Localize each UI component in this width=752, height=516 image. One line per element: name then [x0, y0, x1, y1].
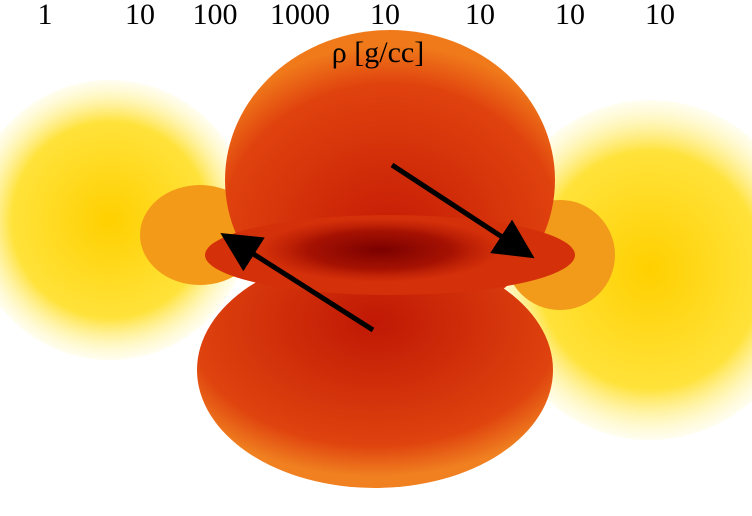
- orange-core: [197, 30, 575, 488]
- colorbar-ticks: 1 10 100 1000 10 10 10 10: [38, 0, 676, 31]
- tick-label: 1000: [270, 0, 330, 31]
- tick-label: 10: [125, 0, 155, 31]
- tick-label: 10: [370, 0, 400, 31]
- arrows: [220, 162, 535, 333]
- tick-label: 100: [193, 0, 238, 31]
- colorbar-label: ρ [g/cc]: [332, 36, 424, 69]
- tick-label: 1: [38, 0, 53, 31]
- tick-label: 10: [645, 0, 675, 31]
- tick-label: 10: [555, 0, 585, 31]
- tick-label: 10: [465, 0, 495, 31]
